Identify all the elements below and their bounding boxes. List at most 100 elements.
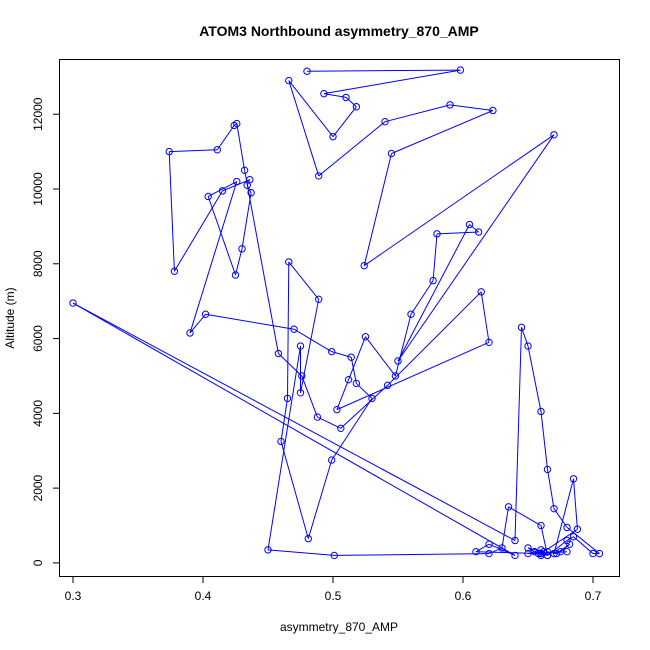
series-segment bbox=[307, 459, 333, 539]
y-tick-label: 2000 bbox=[31, 474, 45, 501]
data-point bbox=[333, 405, 341, 414]
data-point bbox=[240, 166, 249, 175]
series-segment bbox=[480, 291, 490, 343]
data-point bbox=[283, 394, 292, 403]
data-point bbox=[387, 149, 396, 158]
data-point bbox=[285, 258, 293, 266]
data-point bbox=[504, 503, 513, 511]
series-segment bbox=[547, 469, 555, 509]
data-point bbox=[537, 551, 545, 560]
data-point bbox=[328, 456, 336, 464]
series-segment bbox=[169, 149, 218, 153]
data-point bbox=[543, 547, 552, 556]
series-segment bbox=[363, 153, 392, 266]
data-point bbox=[552, 549, 561, 558]
data-point bbox=[337, 424, 345, 433]
data-point bbox=[543, 465, 552, 474]
data-point bbox=[563, 523, 571, 532]
series-segment bbox=[317, 416, 342, 429]
data-point bbox=[573, 525, 582, 533]
data-point bbox=[304, 534, 312, 543]
data-point bbox=[524, 342, 532, 350]
series-segment bbox=[306, 69, 461, 72]
data-point bbox=[394, 357, 402, 365]
data-point bbox=[277, 437, 285, 446]
series-segment bbox=[207, 181, 238, 197]
data-point bbox=[342, 93, 350, 102]
data-point bbox=[165, 147, 173, 156]
y-tick-label: 10000 bbox=[31, 172, 45, 206]
series-segment bbox=[288, 80, 320, 177]
data-point bbox=[407, 310, 415, 318]
data-point bbox=[361, 332, 370, 341]
series-segment bbox=[397, 224, 470, 362]
data-point bbox=[511, 536, 519, 545]
series-segment bbox=[288, 80, 334, 137]
series-segment bbox=[173, 190, 223, 272]
series-segment bbox=[280, 398, 288, 442]
data-point bbox=[550, 131, 558, 139]
data-point bbox=[537, 549, 545, 558]
series-segment bbox=[469, 224, 479, 233]
series-segment bbox=[365, 336, 396, 377]
series-segment bbox=[348, 336, 366, 380]
series-segment bbox=[246, 185, 252, 193]
y-tick-label: 4000 bbox=[31, 400, 45, 427]
data-point bbox=[550, 504, 558, 513]
y-tick-label: 6000 bbox=[31, 325, 45, 352]
y-tick-label: 0 bbox=[31, 559, 45, 566]
data-point bbox=[517, 323, 526, 332]
series-segment bbox=[363, 134, 555, 267]
data-point bbox=[360, 261, 368, 270]
data-point bbox=[231, 271, 240, 279]
data-point bbox=[446, 101, 454, 109]
data-point bbox=[537, 521, 545, 530]
data-point bbox=[477, 288, 485, 296]
data-point bbox=[381, 117, 389, 126]
data-point bbox=[537, 407, 545, 416]
series-segment bbox=[189, 181, 238, 334]
data-point bbox=[315, 295, 323, 304]
data-point bbox=[329, 132, 337, 141]
data-point bbox=[383, 381, 392, 390]
data-point bbox=[429, 276, 437, 285]
data-point bbox=[238, 245, 246, 253]
series-segment bbox=[336, 341, 490, 411]
data-point bbox=[313, 413, 322, 421]
data-point bbox=[290, 325, 298, 333]
series-segment bbox=[267, 345, 301, 550]
series-segment bbox=[278, 353, 303, 377]
series-segment bbox=[336, 379, 350, 410]
series-segment bbox=[436, 231, 479, 235]
data-point bbox=[264, 546, 272, 554]
series-segment bbox=[168, 151, 175, 272]
series-segment bbox=[566, 536, 574, 541]
chart-title: ATOM3 Northbound asymmetry_870_AMP bbox=[199, 23, 479, 39]
data-point bbox=[298, 372, 306, 380]
data-point bbox=[472, 547, 480, 556]
series-segment bbox=[207, 196, 236, 276]
plot-frame bbox=[59, 59, 620, 577]
data-point bbox=[524, 549, 532, 558]
series-segment bbox=[387, 291, 482, 386]
series-segment bbox=[293, 328, 332, 353]
data-point bbox=[511, 551, 519, 560]
series-segment bbox=[560, 543, 570, 553]
data-point bbox=[569, 533, 578, 541]
series-segment bbox=[300, 299, 320, 393]
series-segment bbox=[508, 506, 542, 526]
series-segment bbox=[527, 547, 539, 555]
data-point bbox=[347, 353, 355, 361]
series-segment bbox=[189, 313, 206, 334]
series-segment bbox=[334, 553, 490, 556]
data-point bbox=[285, 76, 293, 85]
series-layer bbox=[69, 66, 604, 560]
y-axis: 0 2000 4000 6000 8000 10000 12000 bbox=[31, 97, 60, 566]
data-point bbox=[550, 549, 558, 558]
data-point bbox=[524, 544, 532, 552]
data-point bbox=[213, 146, 222, 154]
series-segment bbox=[345, 97, 357, 108]
y-tick-label: 8000 bbox=[31, 250, 45, 277]
data-point bbox=[489, 106, 497, 115]
series-segment bbox=[432, 233, 438, 281]
